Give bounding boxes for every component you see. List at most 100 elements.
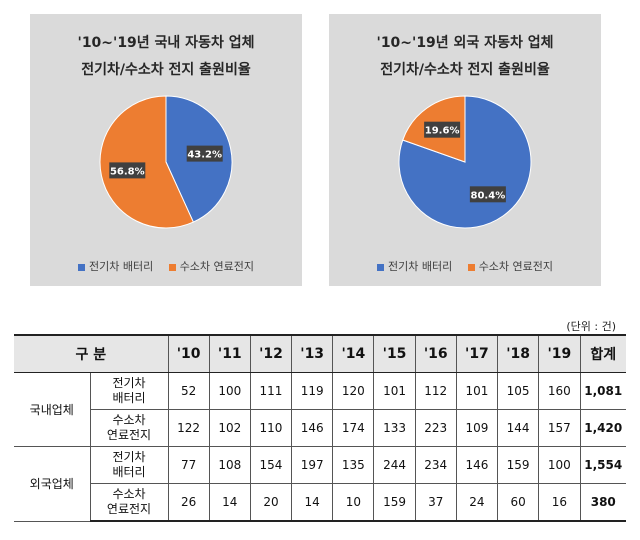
foreign-pie-chart-panel: '10~'19년 외국 자동차 업체 전기차/수소차 전지 출원비율 80.4%… bbox=[329, 14, 601, 286]
table-cell: 119 bbox=[291, 372, 334, 410]
table-cell: 154 bbox=[249, 446, 293, 484]
table-cell-total: 1,081 bbox=[579, 372, 626, 410]
group-label: 외국업체 bbox=[14, 446, 91, 522]
data-label-background bbox=[186, 145, 223, 162]
table-cell: 108 bbox=[208, 446, 251, 484]
table-cell: 122 bbox=[167, 409, 210, 447]
header-year: '17 bbox=[455, 334, 499, 373]
header-year: '12 bbox=[249, 334, 293, 373]
table-cell: 100 bbox=[208, 372, 251, 410]
sub-category-label: 전기차 배터리 bbox=[89, 446, 169, 484]
table-cell: 60 bbox=[497, 483, 540, 522]
legend-swatch bbox=[376, 263, 384, 271]
chart-title: '10~'19년 국내 자동차 업체 전기차/수소차 전지 출원비율 bbox=[30, 30, 302, 84]
table-cell: 111 bbox=[249, 372, 293, 410]
data-label-background bbox=[109, 162, 146, 179]
data-label-text: 56.8% bbox=[110, 166, 145, 177]
table-cell: 26 bbox=[167, 483, 210, 522]
legend-item-battery: 전기차 배터리 bbox=[376, 258, 453, 274]
data-label: 19.6% bbox=[424, 121, 461, 138]
legend-swatch bbox=[467, 263, 475, 271]
chart-title-line-2: 전기차/수소차 전지 출원비율 bbox=[81, 62, 251, 78]
header-year: '18 bbox=[497, 334, 540, 373]
header-year: '16 bbox=[414, 334, 457, 373]
table-cell: 109 bbox=[455, 409, 499, 447]
table-cell: 77 bbox=[167, 446, 210, 484]
legend-item-fuel-cell: 수소차 연료전지 bbox=[467, 258, 553, 274]
sub-category-line: 연료전지 bbox=[106, 428, 152, 442]
group-label: 국내업체 bbox=[14, 372, 91, 447]
table-cell: 100 bbox=[538, 446, 581, 484]
table-cell: 20 bbox=[249, 483, 293, 522]
header-category: 구 분 bbox=[14, 334, 169, 373]
sub-category-line: 배터리 bbox=[112, 391, 146, 405]
header-year: '14 bbox=[332, 334, 375, 373]
table-cell: 52 bbox=[167, 372, 210, 410]
header-year: '10 bbox=[167, 334, 210, 373]
data-label: 56.8% bbox=[109, 162, 146, 179]
header-year: '15 bbox=[373, 334, 416, 373]
table-cell: 37 bbox=[414, 483, 457, 522]
sub-category-line: 전기차 bbox=[112, 376, 146, 390]
legend-label: 전기차 배터리 bbox=[88, 260, 154, 273]
table-cell: 146 bbox=[291, 409, 334, 447]
table-cell-total: 1,554 bbox=[579, 446, 626, 484]
table-row: 수소차 연료전지 122 102 110 146 174 133 223 109 144 157 1,4… bbox=[14, 409, 626, 447]
header-total: 합계 bbox=[579, 334, 626, 373]
table-cell: 110 bbox=[249, 409, 293, 447]
pie-chart: 43.2% 56.8% bbox=[99, 95, 233, 229]
table-cell: 146 bbox=[455, 446, 499, 484]
table-cell: 101 bbox=[455, 372, 499, 410]
sub-category-line: 전기차 bbox=[112, 450, 146, 464]
table-cell: 101 bbox=[373, 372, 416, 410]
unit-note: (단위 : 건) bbox=[566, 320, 616, 333]
table-cell: 112 bbox=[414, 372, 457, 410]
table-body: 국내업체 전기차 배터리 52 100 111 119 120 101 112 101 105 160 1… bbox=[14, 372, 626, 522]
header-year: '19 bbox=[538, 334, 581, 373]
chart-legend: 전기차 배터리 수소차 연료전지 bbox=[329, 258, 601, 274]
legend-label: 전기차 배터리 bbox=[387, 260, 453, 273]
table-cell: 197 bbox=[291, 446, 334, 484]
table-cell-total: 380 bbox=[579, 483, 626, 522]
table-cell: 14 bbox=[291, 483, 334, 522]
data-label: 43.2% bbox=[186, 145, 223, 162]
table-cell: 244 bbox=[373, 446, 416, 484]
table-cell: 105 bbox=[497, 372, 540, 410]
table-cell-total: 1,420 bbox=[579, 409, 626, 447]
data-label-text: 80.4% bbox=[471, 190, 506, 201]
chart-title-line-2: 전기차/수소차 전지 출원비율 bbox=[380, 62, 550, 78]
table-cell: 223 bbox=[414, 409, 457, 447]
table-cell: 159 bbox=[497, 446, 540, 484]
sub-category-line: 수소차 bbox=[112, 413, 146, 427]
legend-swatch bbox=[168, 263, 176, 271]
table-cell: 24 bbox=[455, 483, 499, 522]
table-cell: 120 bbox=[332, 372, 375, 410]
data-label: 80.4% bbox=[469, 186, 506, 203]
sub-category-label: 전기차 배터리 bbox=[89, 372, 169, 410]
pie-chart: 80.4% 19.6% bbox=[398, 95, 532, 229]
table-cell: 16 bbox=[538, 483, 581, 522]
patent-count-table: 구 분 '10'11'12'13'14'15'16'17'18'19 합계 국내업… bbox=[14, 334, 626, 522]
header-year: '11 bbox=[208, 334, 251, 373]
data-label-background bbox=[469, 186, 506, 203]
table-cell: 234 bbox=[414, 446, 457, 484]
chart-title-line-1: '10~'19년 외국 자동차 업체 bbox=[376, 35, 554, 51]
table-row: 국내업체 전기차 배터리 52 100 111 119 120 101 112 101 105 160 1… bbox=[14, 372, 626, 447]
table-cell: 10 bbox=[332, 483, 375, 522]
sub-category-line: 배터리 bbox=[112, 465, 146, 479]
legend-label: 수소차 연료전지 bbox=[179, 260, 255, 273]
table-cell: 133 bbox=[373, 409, 416, 447]
chart-title-line-1: '10~'19년 국내 자동차 업체 bbox=[77, 35, 255, 51]
sub-category-label: 수소차 연료전지 bbox=[90, 409, 169, 447]
table-cell: 160 bbox=[538, 372, 581, 410]
chart-legend: 전기차 배터리 수소차 연료전지 bbox=[30, 258, 302, 274]
table-cell: 144 bbox=[497, 409, 540, 447]
table-header-row: 구 분 '10'11'12'13'14'15'16'17'18'19 합계 bbox=[14, 334, 626, 373]
table-cell: 174 bbox=[332, 409, 375, 447]
chart-title: '10~'19년 외국 자동차 업체 전기차/수소차 전지 출원비율 bbox=[329, 30, 601, 84]
data-label-text: 19.6% bbox=[425, 126, 460, 137]
sub-category-line: 연료전지 bbox=[106, 502, 152, 516]
sub-category-line: 수소차 bbox=[112, 487, 146, 501]
table-row: 수소차 연료전지 26 14 20 14 10 159 37 24 60 16 380 bbox=[14, 483, 626, 522]
header-year: '13 bbox=[291, 334, 334, 373]
